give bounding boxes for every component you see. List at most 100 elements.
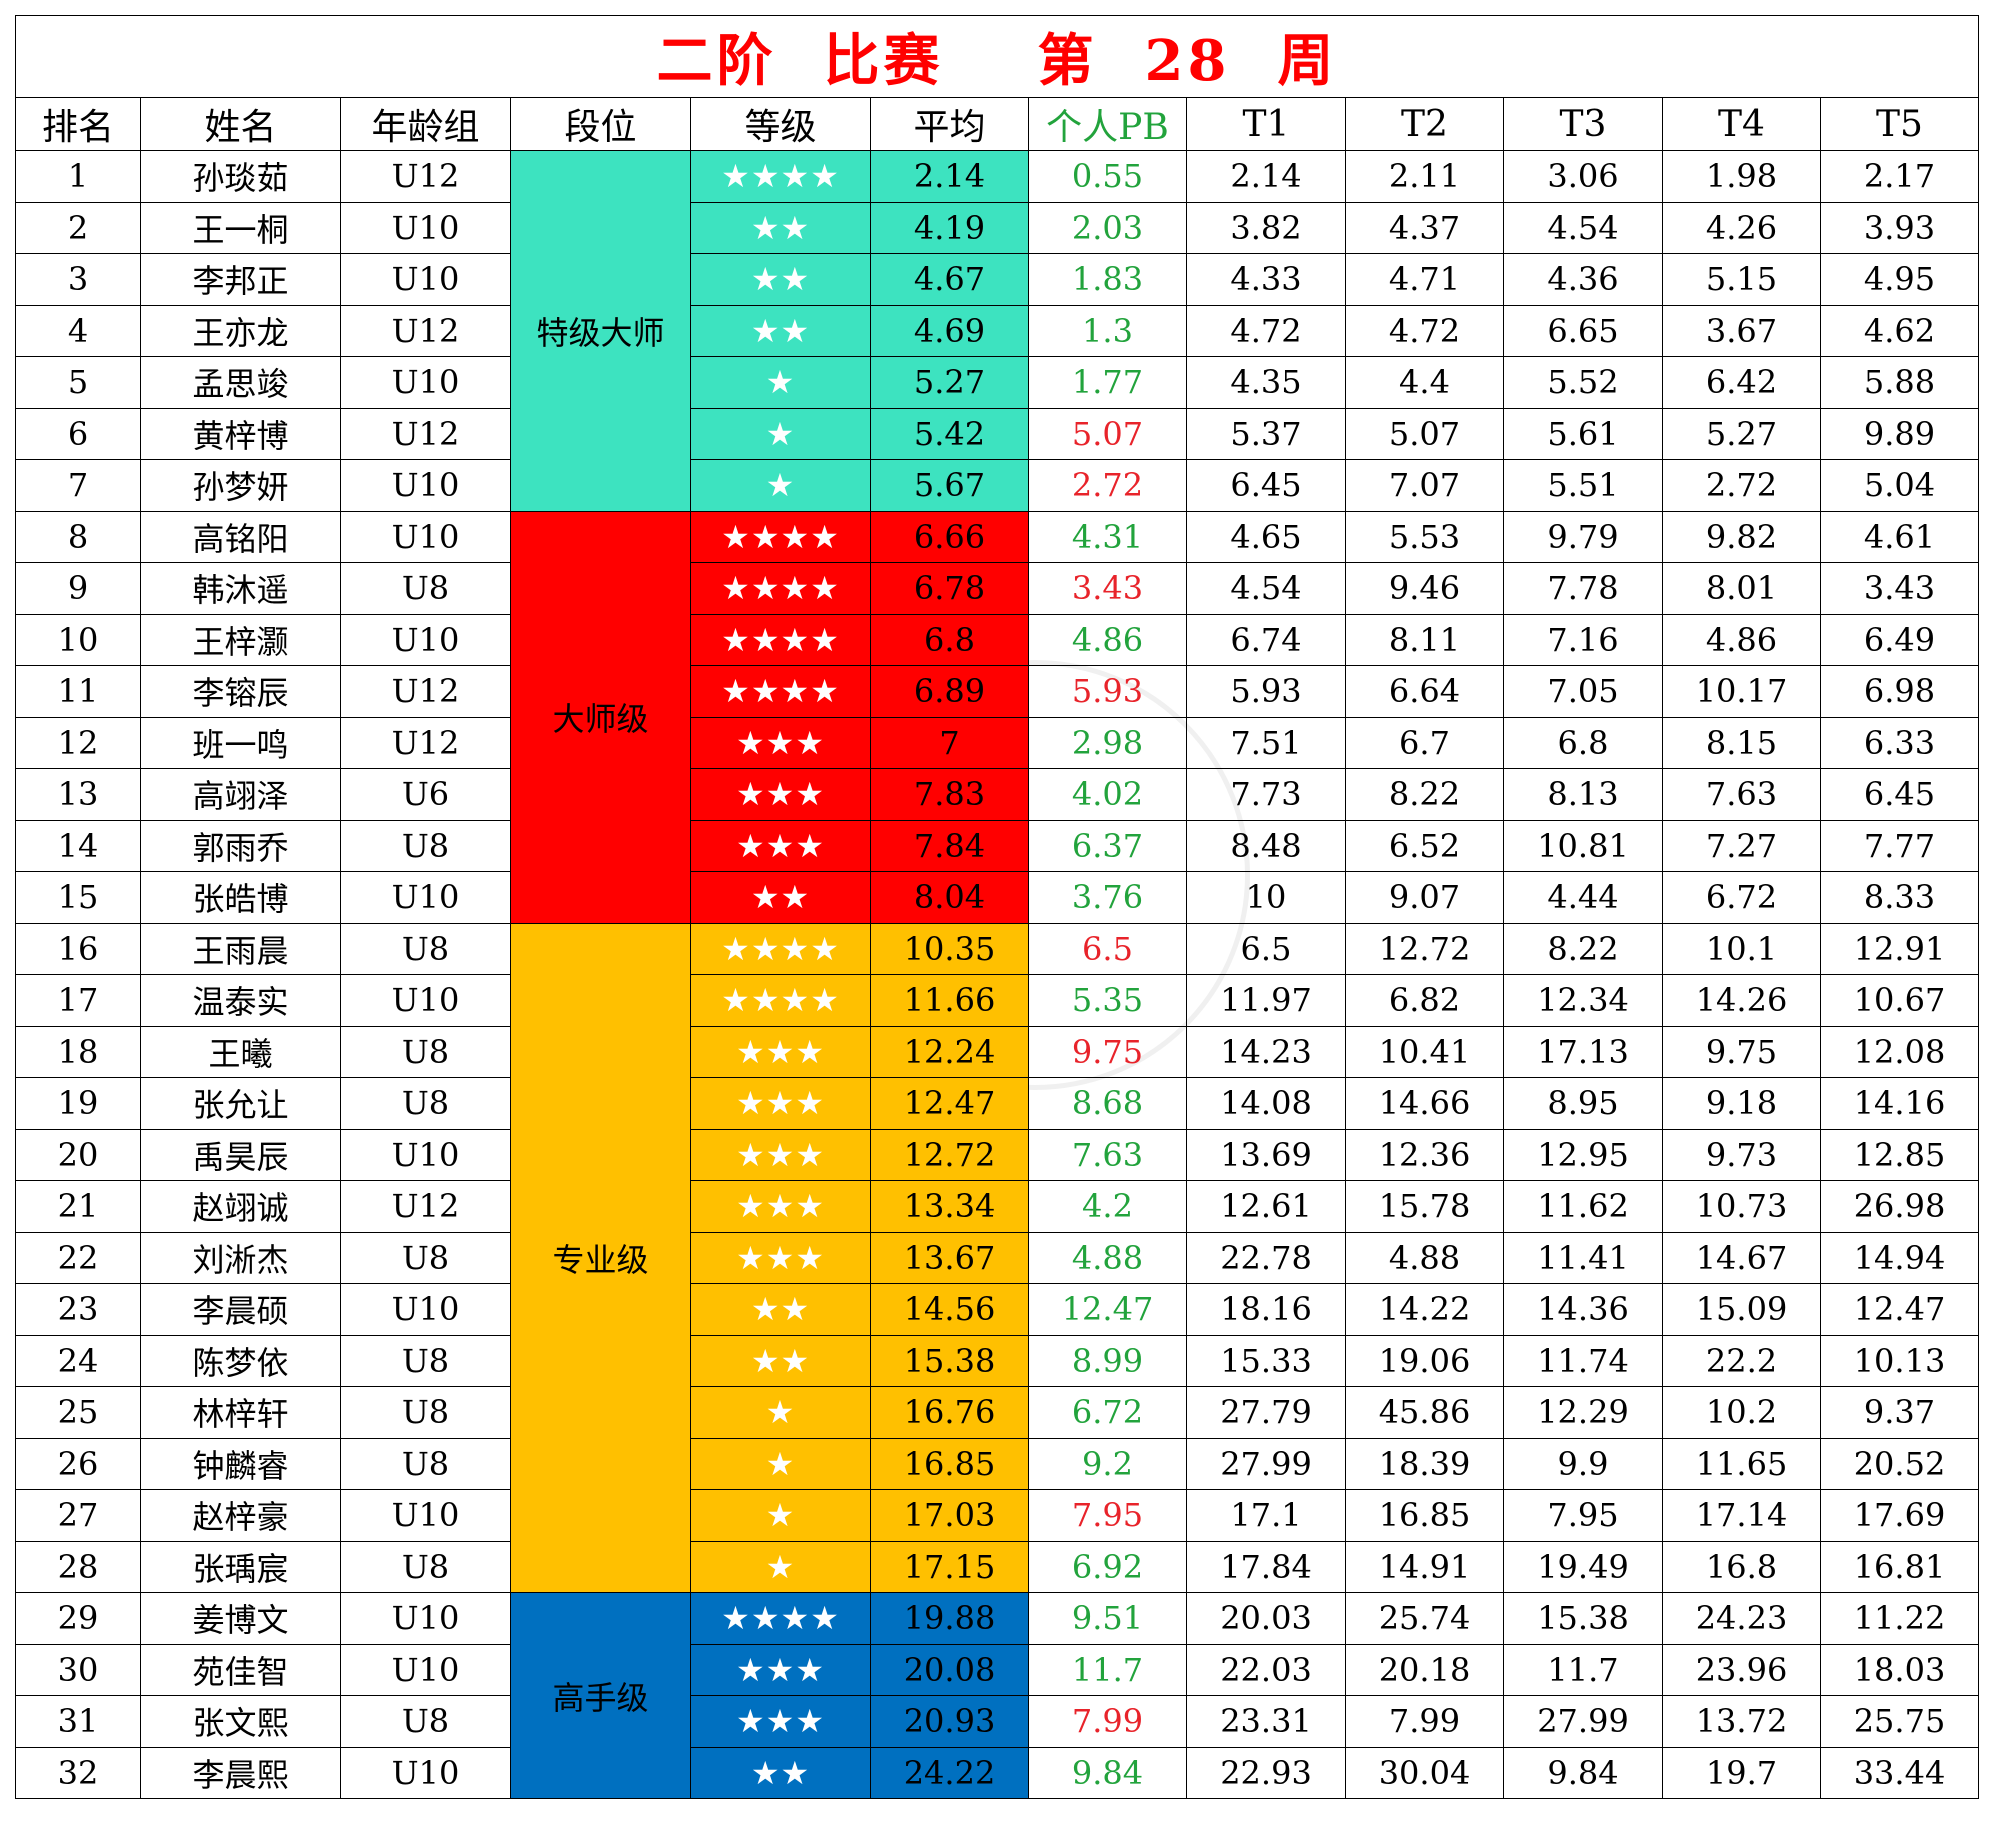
table-row: 27 赵梓豪 U10 ★ 17.03 7.95 17.1 16.85 7.95 17.14 17.6… xyxy=(15,1489,1979,1542)
title-row: 二阶 比赛 第 28 周 xyxy=(15,15,1979,98)
table-row: 19 张允让 U8 ★★★ 12.47 8.68 14.08 14.66 8.95 9.18 14.… xyxy=(15,1077,1979,1130)
age-group-cell: U8 xyxy=(340,1025,511,1078)
t3-cell: 7.16 xyxy=(1503,613,1663,666)
rank-cell: 32 xyxy=(15,1746,141,1799)
personal-best-cell: 4.86 xyxy=(1028,613,1187,666)
t3-cell: 5.61 xyxy=(1503,407,1663,460)
grade-stars-cell: ★★ xyxy=(690,253,871,306)
t4-cell: 17.14 xyxy=(1662,1489,1821,1542)
grade-stars-cell: ★★★ xyxy=(690,1695,871,1748)
t5-cell: 17.69 xyxy=(1820,1489,1979,1542)
t1-cell: 10 xyxy=(1186,871,1346,924)
personal-best-cell: 11.7 xyxy=(1028,1643,1187,1696)
t3-cell: 8.13 xyxy=(1503,768,1663,821)
table-row: 21 赵翊诚 U12 ★★★ 13.34 4.2 12.61 15.78 11.62 10.73 2… xyxy=(15,1180,1979,1233)
t1-cell: 20.03 xyxy=(1186,1592,1346,1645)
rank-cell: 16 xyxy=(15,922,141,975)
table-row: 26 钟麟睿 U8 ★ 16.85 9.2 27.99 18.39 9.9 11.65 20.52 xyxy=(15,1437,1979,1490)
t4-cell: 9.75 xyxy=(1662,1025,1821,1078)
name-cell: 班一鸣 xyxy=(140,716,341,769)
t1-cell: 17.84 xyxy=(1186,1540,1346,1593)
table-row: 7 孙梦妍 U10 ★ 5.67 2.72 6.45 7.07 5.51 2.72 5.04 xyxy=(15,459,1979,512)
t1-cell: 22.78 xyxy=(1186,1231,1346,1284)
personal-best-cell: 4.02 xyxy=(1028,768,1187,821)
t1-cell: 6.5 xyxy=(1186,922,1346,975)
t1-cell: 8.48 xyxy=(1186,819,1346,872)
header-name: 姓名 xyxy=(140,97,341,151)
rank-cell: 24 xyxy=(15,1334,141,1387)
name-cell: 陈梦依 xyxy=(140,1334,341,1387)
t2-cell: 10.41 xyxy=(1345,1025,1504,1078)
average-cell: 5.67 xyxy=(870,459,1029,512)
personal-best-cell: 3.76 xyxy=(1028,871,1187,924)
personal-best-cell: 9.84 xyxy=(1028,1746,1187,1799)
t3-cell: 12.95 xyxy=(1503,1128,1663,1181)
personal-best-cell: 6.92 xyxy=(1028,1540,1187,1593)
rank-cell: 10 xyxy=(15,613,141,666)
grade-stars-cell: ★★★ xyxy=(690,716,871,769)
rank-cell: 5 xyxy=(15,356,141,409)
average-cell: 24.22 xyxy=(870,1746,1029,1799)
t3-cell: 11.74 xyxy=(1503,1334,1663,1387)
grade-stars-cell: ★★★ xyxy=(690,768,871,821)
t2-cell: 12.72 xyxy=(1345,922,1504,975)
table-row: 30 苑佳智 U10 ★★★ 20.08 11.7 22.03 20.18 11.7 23.96 1… xyxy=(15,1643,1979,1696)
title-part-1: 二阶 xyxy=(656,28,777,94)
t3-cell: 5.51 xyxy=(1503,459,1663,512)
name-cell: 张文熙 xyxy=(140,1695,341,1748)
table-row: 23 李晨硕 U10 ★★ 14.56 12.47 18.16 14.22 14.36 15.09… xyxy=(15,1283,1979,1336)
t5-cell: 4.61 xyxy=(1820,510,1979,563)
age-group-cell: U8 xyxy=(340,819,511,872)
personal-best-cell: 9.51 xyxy=(1028,1592,1187,1645)
t3-cell: 11.41 xyxy=(1503,1231,1663,1284)
table-row: 2 王一桐 U10 ★★ 4.19 2.03 3.82 4.37 4.54 4.26 3.93 xyxy=(15,201,1979,254)
t4-cell: 15.09 xyxy=(1662,1283,1821,1336)
personal-best-cell: 12.47 xyxy=(1028,1283,1187,1336)
grade-stars-cell: ★ xyxy=(690,459,871,512)
t2-cell: 45.86 xyxy=(1345,1386,1504,1439)
t5-cell: 12.85 xyxy=(1820,1128,1979,1181)
t3-cell: 9.84 xyxy=(1503,1746,1663,1799)
t5-cell: 6.45 xyxy=(1820,768,1979,821)
average-cell: 6.78 xyxy=(870,562,1029,615)
t2-cell: 6.64 xyxy=(1345,665,1504,718)
t3-cell: 4.36 xyxy=(1503,253,1663,306)
t4-cell: 7.27 xyxy=(1662,819,1821,872)
t3-cell: 9.9 xyxy=(1503,1437,1663,1490)
average-cell: 8.04 xyxy=(870,871,1029,924)
rank-cell: 26 xyxy=(15,1437,141,1490)
header-rank: 排名 xyxy=(15,97,141,151)
average-cell: 20.08 xyxy=(870,1643,1029,1696)
grade-stars-cell: ★★★ xyxy=(690,1231,871,1284)
t4-cell: 16.8 xyxy=(1662,1540,1821,1593)
grade-stars-cell: ★★★★ xyxy=(690,562,871,615)
t1-cell: 27.99 xyxy=(1186,1437,1346,1490)
t2-cell: 4.37 xyxy=(1345,201,1504,254)
t2-cell: 5.07 xyxy=(1345,407,1504,460)
name-cell: 高翊泽 xyxy=(140,768,341,821)
table-row: 9 韩沐遥 U8 ★★★★ 6.78 3.43 4.54 9.46 7.78 8.01 3.43 xyxy=(15,562,1979,615)
t2-cell: 4.71 xyxy=(1345,253,1504,306)
ranking-table: 二阶 比赛 第 28 周 排名 姓名 年龄组 段位 等级 平均 个人PB T1 … xyxy=(15,15,1979,1799)
name-cell: 苑佳智 xyxy=(140,1643,341,1696)
name-cell: 孙梦妍 xyxy=(140,459,341,512)
t1-cell: 2.14 xyxy=(1186,150,1346,203)
average-cell: 16.85 xyxy=(870,1437,1029,1490)
t4-cell: 14.26 xyxy=(1662,974,1821,1027)
t5-cell: 7.77 xyxy=(1820,819,1979,872)
average-cell: 17.03 xyxy=(870,1489,1029,1542)
t5-cell: 14.16 xyxy=(1820,1077,1979,1130)
table-row: 17 温泰实 U10 ★★★★ 11.66 5.35 11.97 6.82 12.34 14.26… xyxy=(15,974,1979,1027)
t4-cell: 2.72 xyxy=(1662,459,1821,512)
t1-cell: 7.73 xyxy=(1186,768,1346,821)
grade-stars-cell: ★★★★ xyxy=(690,974,871,1027)
title-week-number: 28 xyxy=(1144,28,1231,94)
average-cell: 7.84 xyxy=(870,819,1029,872)
rank-cell: 25 xyxy=(15,1386,141,1439)
header-t2: T2 xyxy=(1345,97,1504,151)
t4-cell: 6.72 xyxy=(1662,871,1821,924)
table-row: 4 王亦龙 U12 ★★ 4.69 1.3 4.72 4.72 6.65 3.67 4.62 xyxy=(15,304,1979,357)
t4-cell: 14.67 xyxy=(1662,1231,1821,1284)
table-row: 22 刘淅杰 U8 ★★★ 13.67 4.88 22.78 4.88 11.41 14.67 14… xyxy=(15,1231,1979,1284)
table-row: 13 高翊泽 U6 ★★★ 7.83 4.02 7.73 8.22 8.13 7.63 6.45 xyxy=(15,768,1979,821)
